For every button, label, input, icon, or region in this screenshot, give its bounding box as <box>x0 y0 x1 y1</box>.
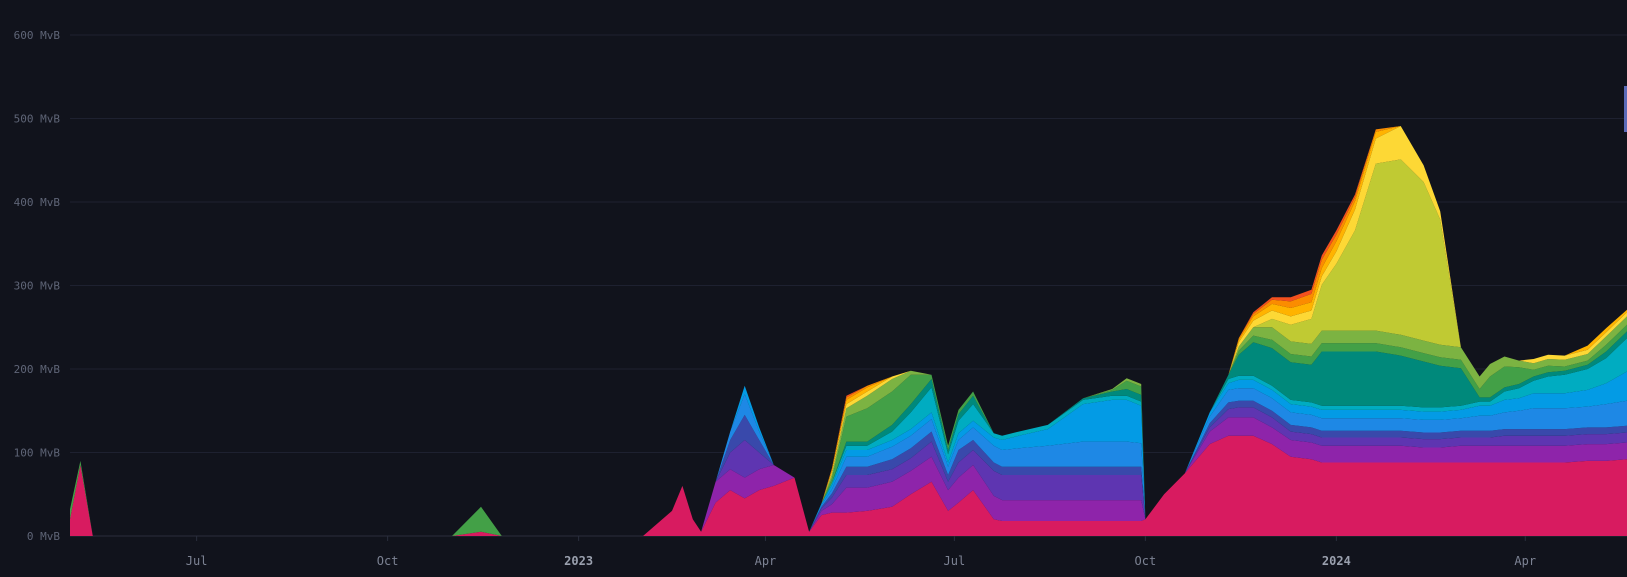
area-series-1[interactable] <box>70 435 1627 536</box>
y-tick-label: 200 MvB <box>14 363 61 376</box>
y-tick-label: 0 MvB <box>27 530 60 543</box>
y-tick-label: 100 MvB <box>14 447 61 460</box>
area-series-6[interactable] <box>70 371 1627 537</box>
y-tick-label: 500 MvB <box>14 113 61 126</box>
x-tick-label: Oct <box>1135 554 1157 568</box>
y-tick-label: 600 MvB <box>14 29 61 42</box>
area-series-5[interactable] <box>70 388 1627 536</box>
area-series-9[interactable] <box>70 324 1627 536</box>
x-tick-label: Oct <box>377 554 399 568</box>
x-axis: Jul Oct 2023 Apr Jul Oct 2024 Apr <box>186 536 1536 568</box>
x-tick-label: Apr <box>1514 554 1536 568</box>
legend-tab[interactable] <box>1624 86 1627 132</box>
gridlines <box>70 34 1627 537</box>
area-series-2[interactable] <box>70 417 1627 536</box>
x-tick-label: Jul <box>944 554 966 568</box>
stacked-areas <box>70 126 1627 536</box>
area-series-4[interactable] <box>70 400 1627 536</box>
x-tick-label: Jul <box>186 554 208 568</box>
y-tick-label: 300 MvB <box>14 280 61 293</box>
x-tick-label: 2024 <box>1322 554 1351 568</box>
x-tick-label: 2023 <box>564 554 593 568</box>
x-tick-label: Apr <box>755 554 777 568</box>
y-axis: 0 MvB 100 MvB 200 MvB 300 MvB 400 MvB 500 MvB… <box>14 29 61 543</box>
y-tick-label: 400 MvB <box>14 196 61 209</box>
